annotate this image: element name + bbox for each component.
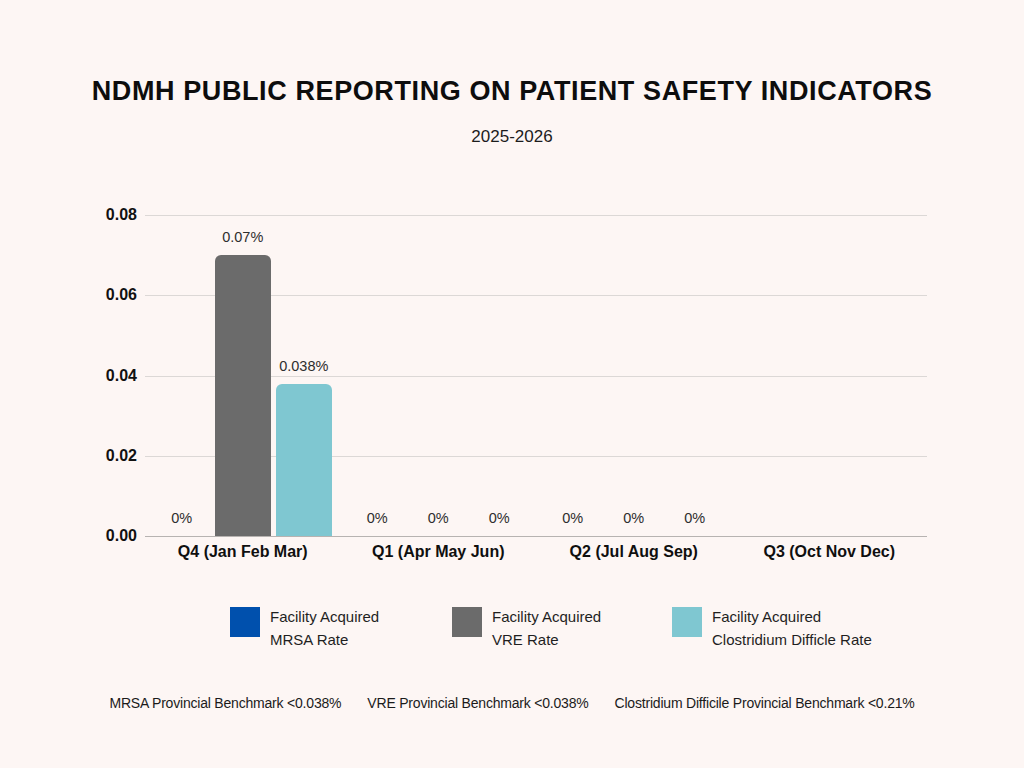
- legend-label-vre: Facility Acquired VRE Rate: [492, 605, 601, 651]
- y-axis-tick-0.02: 0.02: [77, 448, 137, 464]
- x-axis-label-cat2: Q2 (Jul Aug Sep): [534, 542, 734, 562]
- gridline-0.00: [145, 536, 927, 537]
- chart-legend: Facility Acquired MRSA Rate Facility Acq…: [0, 605, 1024, 661]
- benchmark-footnotes: MRSA Provincial Benchmark <0.038% VRE Pr…: [0, 695, 1024, 711]
- legend-item-vre: Facility Acquired VRE Rate: [452, 605, 601, 651]
- mrsa-benchmark-note: MRSA Provincial Benchmark <0.038%: [109, 695, 341, 711]
- legend-label-cdiff: Facility Acquired Clostridium Difficle R…: [712, 605, 872, 651]
- bar-series1-cat0: [215, 255, 271, 536]
- mrsa-color-swatch: [230, 607, 260, 637]
- value-label-series2-cat0: 0.038%: [249, 357, 359, 375]
- x-axis-label-cat1: Q1 (Apr May Jun): [338, 542, 538, 562]
- cdiff-benchmark-note: Clostridium Difficile Provincial Benchma…: [615, 695, 915, 711]
- y-axis-tick-0.08: 0.08: [77, 207, 137, 223]
- y-axis-tick-0.04: 0.04: [77, 368, 137, 384]
- vre-benchmark-note: VRE Provincial Benchmark <0.038%: [367, 695, 588, 711]
- value-label-series1-cat0: 0.07%: [188, 228, 298, 246]
- legend-item-cdiff: Facility Acquired Clostridium Difficle R…: [672, 605, 872, 651]
- cdiff-color-swatch: [672, 607, 702, 637]
- value-label-series2-cat2: 0%: [640, 509, 750, 527]
- x-axis-label-cat3: Q3 (Oct Nov Dec): [729, 542, 929, 562]
- gridline-0.08: [145, 215, 927, 216]
- x-axis-label-cat0: Q4 (Jan Feb Mar): [143, 542, 343, 562]
- vre-color-swatch: [452, 607, 482, 637]
- legend-item-mrsa: Facility Acquired MRSA Rate: [230, 605, 379, 651]
- y-axis-tick-0.00: 0.00: [77, 528, 137, 544]
- patient-safety-report-page: { "header": { "title": "NDMH PUBLIC REPO…: [0, 0, 1024, 768]
- legend-label-mrsa: Facility Acquired MRSA Rate: [270, 605, 379, 651]
- y-axis-tick-0.06: 0.06: [77, 287, 137, 303]
